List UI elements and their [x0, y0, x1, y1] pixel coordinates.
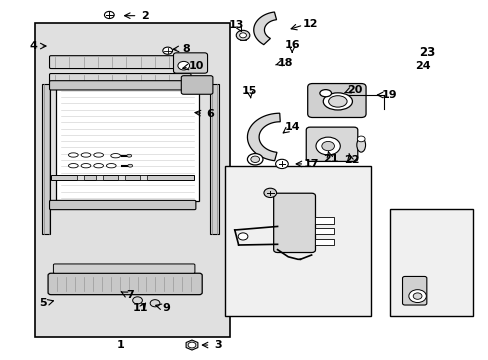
- Ellipse shape: [68, 153, 78, 157]
- Bar: [118, 175, 125, 180]
- Ellipse shape: [328, 96, 346, 107]
- Text: 7: 7: [126, 290, 134, 300]
- Bar: [314, 228, 334, 234]
- Bar: [77, 175, 84, 180]
- Circle shape: [239, 33, 246, 38]
- FancyBboxPatch shape: [49, 201, 196, 210]
- Ellipse shape: [111, 154, 120, 158]
- Ellipse shape: [68, 163, 78, 168]
- Text: 9: 9: [163, 302, 170, 312]
- Ellipse shape: [126, 154, 131, 157]
- Circle shape: [247, 154, 263, 165]
- Bar: [56, 87, 199, 202]
- Text: 8: 8: [182, 44, 190, 54]
- Text: 24: 24: [415, 62, 430, 71]
- Circle shape: [321, 141, 334, 151]
- Circle shape: [238, 233, 247, 240]
- Text: 22: 22: [343, 156, 359, 165]
- FancyBboxPatch shape: [49, 56, 191, 68]
- FancyBboxPatch shape: [49, 73, 191, 85]
- Bar: [41, 84, 50, 234]
- Text: 19: 19: [381, 90, 396, 100]
- Bar: [35, 23, 229, 337]
- Ellipse shape: [356, 138, 365, 152]
- Circle shape: [178, 62, 189, 70]
- Text: 2: 2: [141, 11, 148, 21]
- Text: 16: 16: [284, 40, 299, 50]
- Ellipse shape: [323, 93, 352, 110]
- Circle shape: [315, 137, 340, 155]
- Ellipse shape: [94, 163, 103, 168]
- FancyBboxPatch shape: [181, 76, 212, 94]
- Bar: [140, 175, 147, 180]
- FancyBboxPatch shape: [307, 84, 366, 117]
- Text: 12: 12: [302, 18, 317, 28]
- FancyBboxPatch shape: [305, 127, 357, 161]
- Circle shape: [104, 12, 114, 18]
- FancyBboxPatch shape: [53, 264, 195, 273]
- Circle shape: [408, 290, 426, 302]
- Text: 18: 18: [277, 58, 292, 68]
- FancyBboxPatch shape: [273, 193, 315, 252]
- Text: 23: 23: [418, 46, 434, 59]
- Ellipse shape: [81, 153, 91, 157]
- Ellipse shape: [106, 163, 116, 168]
- Polygon shape: [247, 113, 280, 161]
- Circle shape: [264, 188, 276, 198]
- Ellipse shape: [319, 90, 331, 97]
- Ellipse shape: [81, 163, 91, 168]
- Bar: [240, 36, 245, 40]
- Bar: [96, 175, 103, 180]
- Bar: [210, 84, 219, 234]
- Text: 13: 13: [228, 19, 244, 30]
- FancyBboxPatch shape: [402, 276, 426, 305]
- Circle shape: [150, 300, 160, 307]
- Text: 6: 6: [206, 109, 214, 119]
- FancyBboxPatch shape: [48, 273, 202, 295]
- Ellipse shape: [127, 164, 132, 167]
- Text: 5: 5: [39, 298, 46, 308]
- Circle shape: [357, 136, 365, 142]
- FancyBboxPatch shape: [49, 81, 196, 90]
- Circle shape: [412, 293, 421, 299]
- Bar: [224, 166, 370, 316]
- Polygon shape: [186, 340, 198, 350]
- Circle shape: [250, 156, 259, 162]
- Circle shape: [188, 342, 196, 348]
- Text: 10: 10: [188, 61, 203, 71]
- Text: 4: 4: [29, 41, 37, 51]
- Text: 15: 15: [241, 86, 257, 96]
- Text: 17: 17: [303, 159, 319, 169]
- Bar: [314, 217, 334, 224]
- FancyBboxPatch shape: [173, 53, 207, 73]
- Polygon shape: [253, 12, 276, 45]
- Text: 21: 21: [323, 154, 338, 164]
- Text: 1: 1: [117, 340, 124, 350]
- Bar: [314, 239, 334, 245]
- Ellipse shape: [94, 153, 103, 157]
- Circle shape: [275, 159, 287, 168]
- Text: 20: 20: [346, 85, 361, 95]
- Circle shape: [163, 47, 172, 54]
- Text: 3: 3: [214, 340, 221, 350]
- Bar: [51, 175, 194, 180]
- Bar: [389, 208, 472, 316]
- Circle shape: [236, 30, 249, 40]
- Text: 14: 14: [284, 122, 299, 132]
- Circle shape: [132, 297, 142, 304]
- Text: 11: 11: [132, 302, 147, 312]
